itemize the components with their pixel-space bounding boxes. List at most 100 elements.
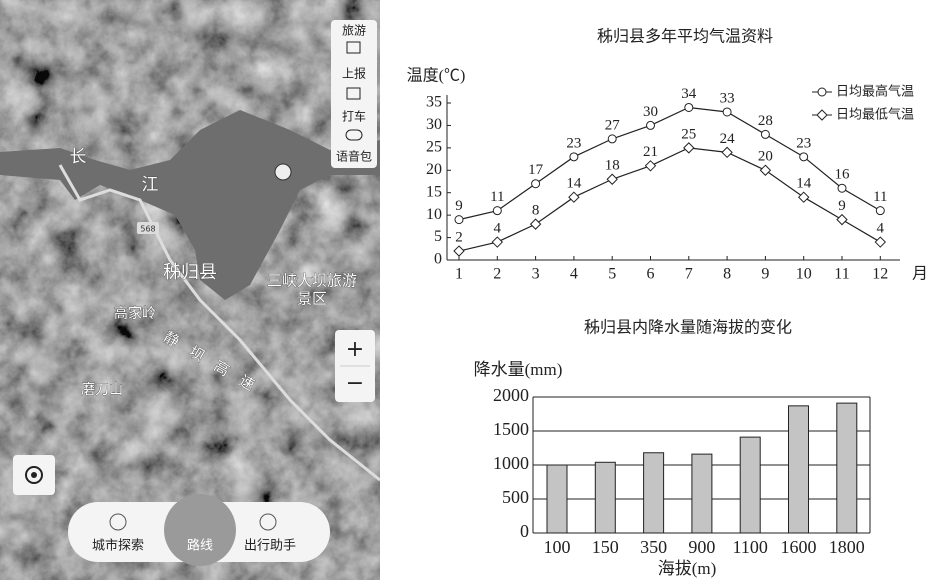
- y-tick-label: 30: [426, 116, 442, 133]
- data-label: 4: [877, 220, 885, 236]
- data-point: [453, 245, 465, 257]
- y-tick-label: 25: [426, 139, 442, 156]
- y-tick-label: 500: [502, 487, 529, 507]
- y-tick-label: 2000: [493, 385, 529, 405]
- y-tick-label: 15: [426, 183, 442, 200]
- data-label: 11: [490, 189, 504, 205]
- road-shield-label: 568: [140, 225, 155, 234]
- data-point: [529, 218, 542, 230]
- series-line: [458, 147, 881, 252]
- data-point: [722, 107, 732, 117]
- locate-icon: [31, 472, 37, 478]
- river: [0, 110, 380, 300]
- data-point: [683, 142, 695, 154]
- data-point: [568, 191, 580, 203]
- x-tick-label: 9: [761, 266, 769, 283]
- side-menu-items: 旅游 上报 打车 语音包: [336, 24, 372, 164]
- bottom-item[interactable]: 城市探索: [92, 538, 144, 554]
- road-shield: [137, 222, 159, 234]
- side-menu: [331, 20, 377, 168]
- data-point: [607, 134, 617, 144]
- data-point: [569, 152, 579, 162]
- bar: [546, 464, 568, 534]
- place-label: 长: [70, 147, 87, 167]
- road: [58, 164, 380, 482]
- menu-item[interactable]: 上报: [342, 66, 366, 81]
- data-label: 9: [838, 198, 846, 214]
- bottom-item[interactable]: 路线: [187, 538, 213, 554]
- data-label: 23: [796, 135, 811, 151]
- x-tick-label: 3: [532, 266, 540, 283]
- x-tick-label: 6: [647, 266, 655, 283]
- data-point: [760, 129, 770, 139]
- locate-icon: [25, 466, 43, 484]
- x-tick-label: 350: [640, 537, 667, 557]
- place-label: 景区: [297, 290, 327, 308]
- data-label: 28: [758, 113, 773, 129]
- data-label: 14: [796, 176, 812, 192]
- place-label: 高家岭: [114, 305, 156, 322]
- map-pin: [274, 163, 292, 181]
- x-tick-label: 10: [796, 266, 812, 283]
- data-label: 21: [643, 144, 658, 160]
- x-tick-label: 1100: [733, 537, 768, 557]
- data-label: 33: [720, 90, 735, 106]
- data-label: 14: [566, 176, 582, 192]
- legend-label: 日均最低气温: [836, 107, 914, 123]
- data-label: 11: [873, 189, 887, 205]
- y-tick-label: 0: [434, 251, 442, 268]
- y-tick-label: 1000: [493, 453, 529, 473]
- x-tick-label: 4: [570, 266, 578, 283]
- y-axis-label: 温度(℃): [407, 67, 466, 85]
- data-point: [836, 213, 848, 226]
- route-button[interactable]: [164, 494, 236, 566]
- y-tick-label: 10: [426, 206, 442, 223]
- data-point: [799, 152, 809, 162]
- x-tick-label: 5: [608, 266, 616, 283]
- place-label: 江: [142, 175, 159, 195]
- menu-item[interactable]: 语音包: [336, 149, 372, 164]
- x-axis-label: 海拔(m): [658, 559, 717, 578]
- menu-icon: [346, 41, 361, 54]
- data-label: 4: [494, 220, 502, 236]
- x-tick-label: 100: [544, 537, 571, 557]
- data-label: 23: [566, 135, 581, 151]
- zoom-out[interactable]: −: [346, 371, 364, 396]
- data-point: [721, 146, 733, 159]
- data-point: [874, 236, 887, 248]
- menu-item[interactable]: 旅游: [342, 24, 366, 38]
- x-tick-label: 1800: [829, 537, 865, 557]
- data-point: [875, 206, 885, 216]
- data-label: 2: [455, 229, 463, 245]
- x-tick-label: 7: [685, 266, 693, 283]
- data-point: [646, 120, 655, 130]
- data-point: [644, 160, 657, 172]
- menu-item[interactable]: 打车: [342, 109, 366, 124]
- x-axis-label: 月: [912, 266, 928, 283]
- data-label: 9: [455, 198, 463, 214]
- explore-icon: [109, 513, 127, 531]
- data-label: 27: [605, 117, 621, 133]
- x-tick-label: 900: [688, 537, 715, 557]
- x-tick-label: 12: [872, 266, 888, 283]
- place-label: 秭归县: [163, 262, 217, 283]
- data-label: 18: [605, 158, 620, 174]
- data-point: [606, 173, 618, 185]
- place-label: 三峡大坝旅游: [267, 272, 357, 290]
- bar: [836, 402, 858, 534]
- menu-icon: [345, 129, 363, 141]
- y-tick-label: 0: [520, 521, 529, 541]
- zoom-in[interactable]: +: [346, 337, 364, 362]
- y-tick-label: 35: [426, 94, 442, 111]
- y-tick-label: 1500: [493, 419, 529, 439]
- data-point: [797, 191, 810, 203]
- assistant-icon: [259, 513, 277, 531]
- data-label: 8: [532, 203, 540, 219]
- bottom-item[interactable]: 出行助手: [244, 539, 296, 554]
- data-point: [454, 215, 464, 225]
- bar: [739, 436, 761, 534]
- place-label: 磨刀山: [81, 382, 123, 398]
- data-label: 16: [835, 167, 851, 183]
- y-tick-label: 20: [426, 161, 442, 178]
- data-label: 24: [720, 131, 736, 147]
